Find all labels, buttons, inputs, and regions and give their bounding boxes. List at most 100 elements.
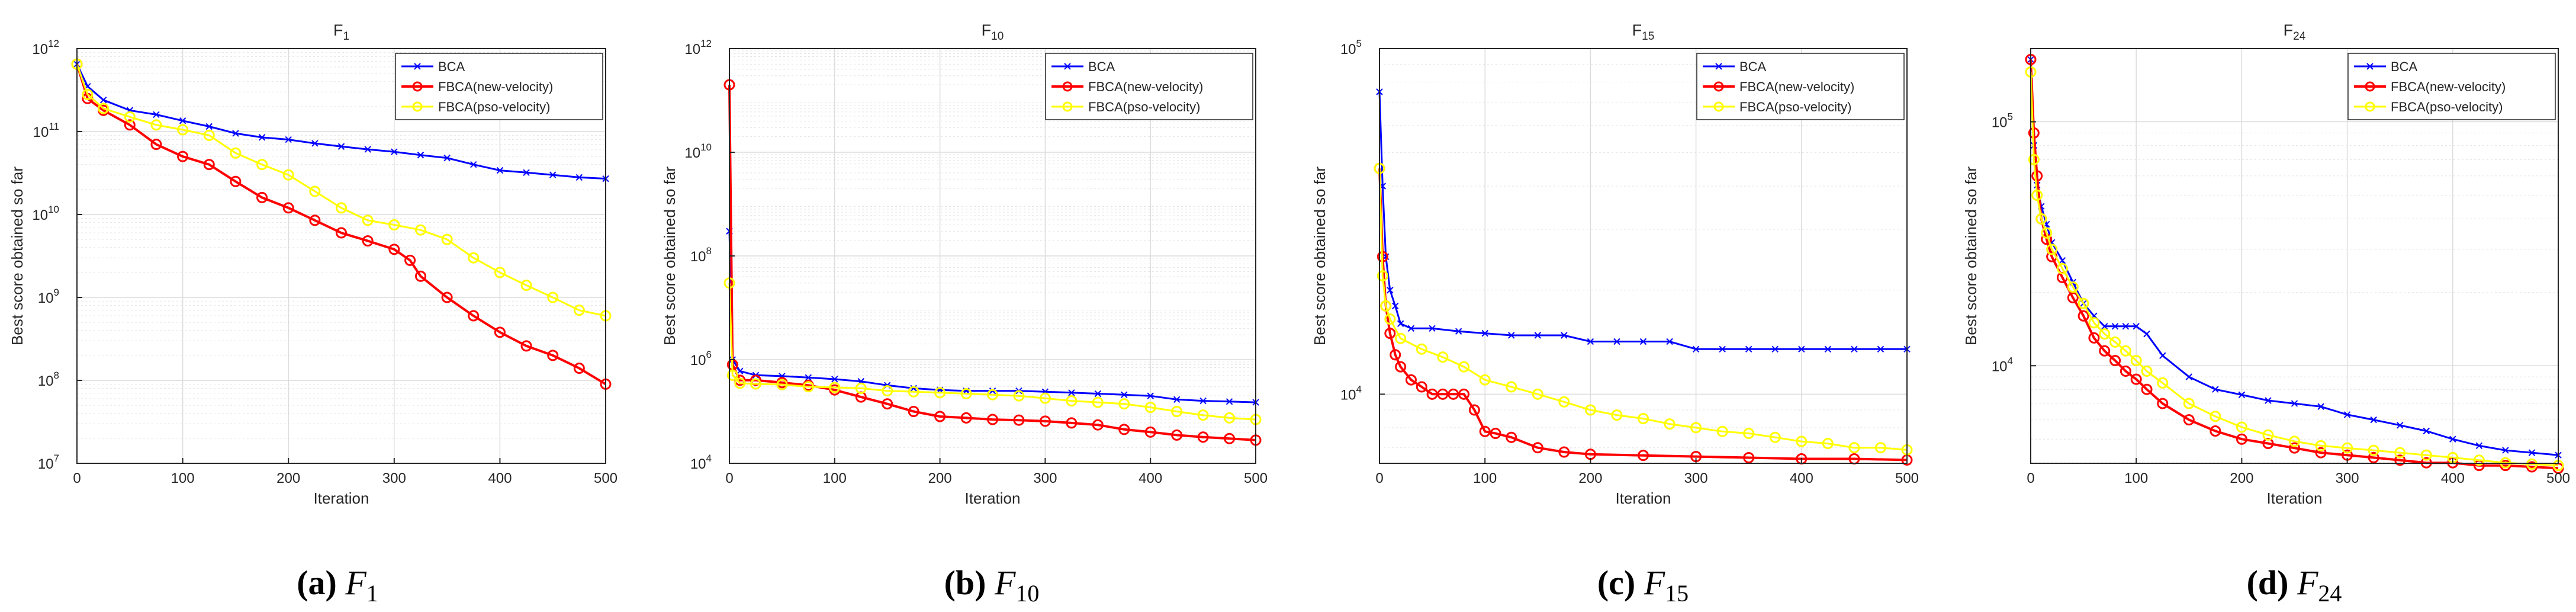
legend-entry: FBCA(pso-velocity) (1703, 100, 1851, 114)
legend-entry: BCA (401, 59, 465, 74)
data-point (441, 233, 453, 245)
y-axis-label: Best score obtained so far (1311, 166, 1329, 345)
chart-title-symbol: F (333, 21, 343, 39)
data-point (362, 214, 374, 226)
series-line (2030, 72, 2559, 467)
series-BCA (2027, 56, 2562, 459)
caption-letter: (b) (944, 563, 995, 602)
legend-entry: FBCA(new-velocity) (2354, 79, 2506, 94)
data-point (1437, 388, 1449, 400)
data-point (1405, 374, 1417, 386)
legend-label: BCA (438, 59, 465, 74)
data-point (1384, 328, 1396, 339)
data-point (1448, 388, 1459, 400)
data-point (2120, 365, 2131, 377)
chart-title: F10 (982, 21, 1004, 43)
legend-entry: FBCA(new-velocity) (401, 79, 553, 94)
data-point (2157, 398, 2169, 409)
data-point (737, 367, 744, 375)
data-point (1584, 404, 1596, 416)
data-point (441, 291, 453, 303)
x-tick-label: 500 (1895, 470, 1919, 486)
data-point (908, 406, 919, 417)
data-point (1506, 381, 1517, 393)
y-tick-base: 10 (690, 456, 706, 472)
y-tick-exponent: 11 (49, 121, 59, 132)
legend-marker (2365, 101, 2375, 112)
data-point (1437, 351, 1449, 363)
x-tick-label: 200 (2230, 470, 2253, 486)
data-point (1426, 388, 1438, 400)
data-point (1377, 270, 1388, 282)
data-point (855, 382, 867, 394)
data-point (1092, 396, 1104, 408)
data-point (203, 159, 215, 171)
series-line (728, 283, 1256, 421)
data-point (99, 97, 107, 104)
y-tick-exponent: 9 (54, 287, 59, 298)
data-point (1822, 438, 1834, 450)
data-point (414, 224, 426, 236)
data-point (750, 374, 761, 386)
y-tick-base: 10 (1340, 387, 1356, 403)
data-point (829, 382, 841, 393)
data-point (2394, 454, 2406, 466)
x-tick-label: 400 (1790, 470, 1813, 486)
x-tick-label: 200 (276, 470, 300, 486)
y-tick-exponent: 5 (2008, 111, 2013, 123)
y-tick-exponent: 10 (48, 204, 59, 215)
data-point (1611, 409, 1623, 421)
y-tick-base: 10 (38, 373, 54, 389)
data-point (2077, 297, 2089, 309)
data-point (2141, 383, 2153, 395)
data-point (523, 169, 530, 176)
data-point (1039, 392, 1051, 404)
data-point (2133, 323, 2140, 330)
data-point (1664, 418, 1675, 430)
x-axis-label: Iteration (965, 489, 1021, 507)
data-point (1387, 287, 1394, 294)
data-point (547, 291, 559, 303)
data-point (1416, 343, 1427, 355)
chart-title-symbol: F (982, 21, 992, 39)
x-tick-label: 0 (1375, 470, 1383, 486)
data-point (2111, 323, 2119, 330)
data-point (2289, 435, 2300, 447)
data-point (1092, 419, 1104, 431)
data-point (2130, 355, 2142, 367)
data-point (1690, 422, 1702, 434)
data-point (1769, 431, 1781, 443)
series-line (728, 85, 1256, 441)
data-point (1458, 388, 1470, 400)
y-tick-base: 10 (684, 145, 700, 161)
data-point (1558, 446, 1570, 458)
data-point (2475, 442, 2483, 450)
y-tick-exponent: 4 (1356, 383, 1362, 395)
legend-label: FBCA(pso-velocity) (1739, 100, 1851, 114)
y-tick-base: 10 (684, 41, 700, 57)
data-point (1587, 338, 1594, 345)
data-point (98, 102, 110, 114)
data-point (1397, 320, 1404, 327)
series-line (76, 63, 606, 317)
data-point (205, 123, 213, 130)
data-point (2028, 153, 2040, 165)
data-point (1395, 332, 1407, 344)
y-tick-label: 106 (690, 349, 712, 369)
chart-panel-2: 0 100 200 300 400 50010410610810101012F10Iter… (661, 21, 1268, 607)
legend-entry: FBCA(new-velocity) (1051, 79, 1203, 94)
data-point (1407, 325, 1415, 332)
data-point (150, 119, 162, 131)
data-point (1558, 396, 1570, 408)
data-point (1039, 415, 1051, 427)
data-point (734, 377, 746, 389)
data-point (2315, 447, 2327, 459)
x-tick-label: 200 (1578, 470, 1602, 486)
data-point (309, 185, 321, 197)
data-point (1638, 450, 1649, 462)
legend-entry: BCA (1051, 59, 1115, 74)
data-point (2122, 323, 2130, 330)
data-point (1416, 381, 1427, 393)
data-point (2130, 373, 2142, 385)
data-point (388, 243, 400, 255)
